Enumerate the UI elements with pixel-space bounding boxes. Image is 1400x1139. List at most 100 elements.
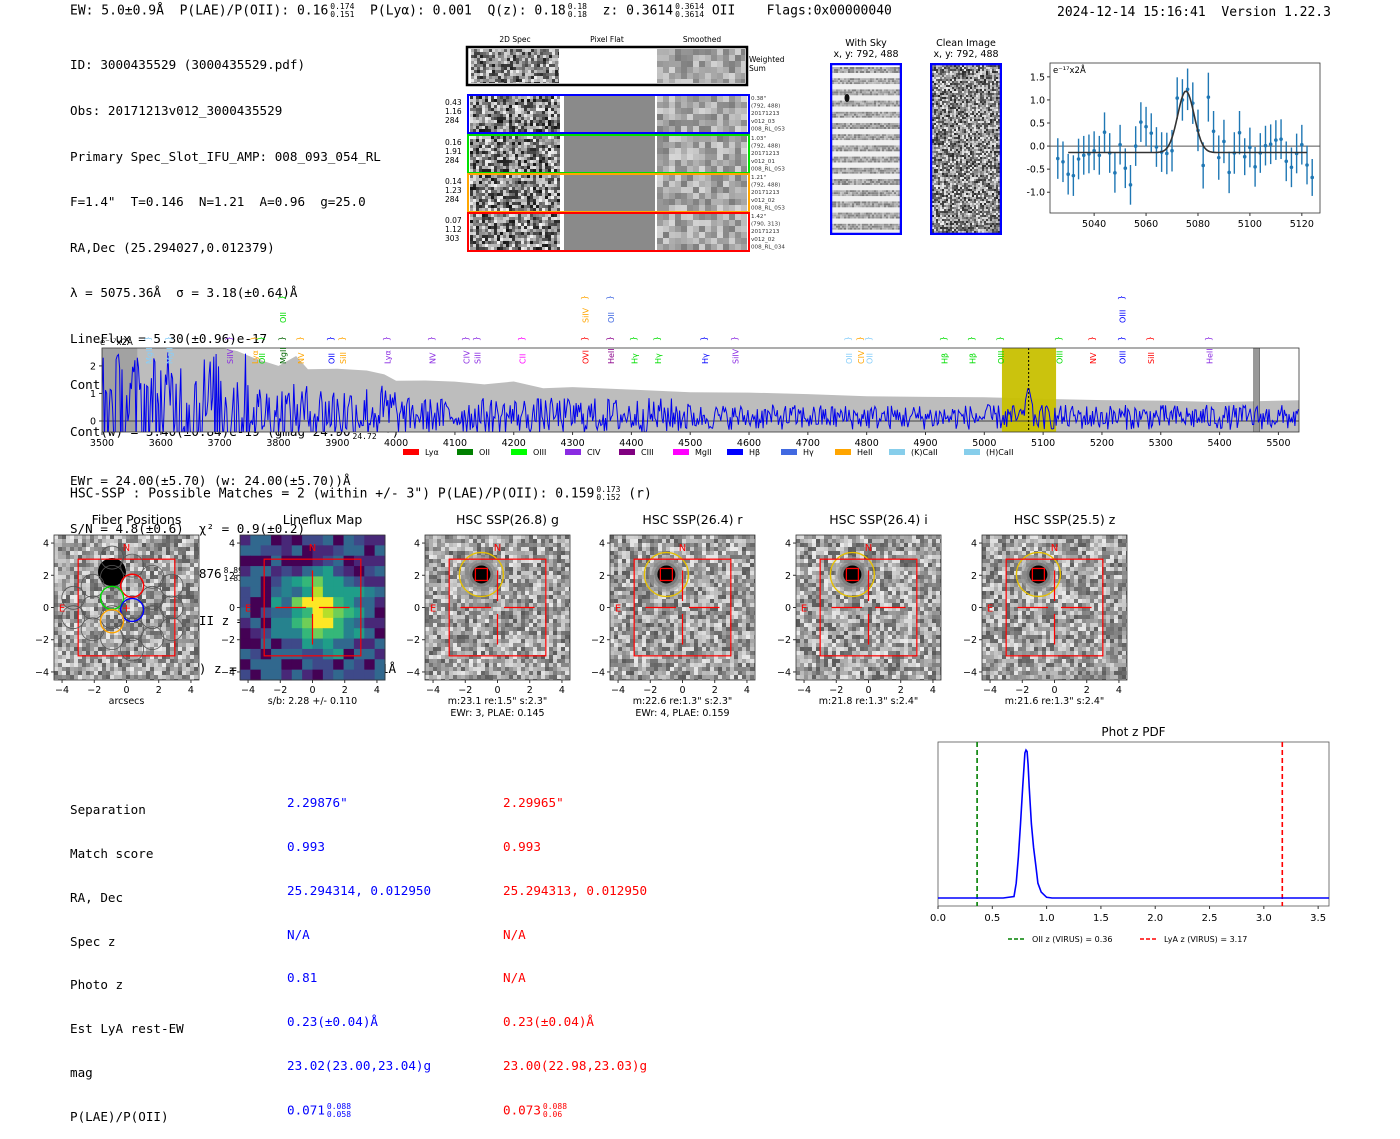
label-photo-z: Photo z bbox=[70, 978, 184, 993]
lineflux-cell bbox=[302, 639, 313, 650]
header-z-lo: 0.3614 bbox=[675, 11, 704, 19]
lineflux-cell bbox=[302, 649, 313, 660]
label-ra-dec: RA, Dec bbox=[70, 891, 184, 906]
label-mag: mag bbox=[70, 1066, 184, 1081]
x-tick-label: 0 bbox=[865, 685, 871, 696]
y-tick-label: 0.0 bbox=[1030, 142, 1045, 153]
lineflux-cell bbox=[344, 628, 355, 639]
row-fiber-info: v012_02 bbox=[751, 237, 775, 243]
x-tick-label: 2.5 bbox=[1202, 913, 1218, 924]
lineflux-cell bbox=[250, 670, 261, 681]
lineflux-cell bbox=[323, 649, 334, 660]
panel-title: HSC SSP(26.4) r bbox=[590, 512, 795, 527]
lineflux-cell bbox=[250, 659, 261, 670]
row-fiber-stat: 303 bbox=[445, 234, 460, 243]
sky-fiber-row bbox=[832, 213, 900, 219]
lineflux-cell bbox=[292, 556, 303, 567]
lineflux-cell bbox=[271, 587, 282, 598]
data-point bbox=[1284, 160, 1288, 164]
y-tick-label: 2 bbox=[229, 571, 235, 582]
emission-line-label: HeII{ bbox=[1205, 336, 1215, 364]
lineflux-cell bbox=[281, 639, 292, 650]
lineflux-cell bbox=[323, 576, 334, 587]
lineflux-cell bbox=[302, 670, 313, 681]
lineflux-cell bbox=[333, 535, 344, 546]
lineflux-cell bbox=[250, 535, 261, 546]
lineflux-cell bbox=[354, 618, 365, 629]
line-label-bracket: { bbox=[338, 336, 347, 341]
unit-label: e⁻¹⁷x2Å bbox=[1053, 64, 1086, 76]
data-point bbox=[1253, 165, 1257, 169]
sky-fiber-row bbox=[832, 179, 900, 185]
line-label-text: MgII bbox=[166, 347, 175, 364]
line-label-text: Hγ bbox=[630, 353, 639, 364]
line-label-text: OII bbox=[258, 353, 267, 364]
data-point bbox=[1310, 176, 1314, 180]
lineflux-cell bbox=[250, 618, 261, 629]
label-spec-z: Spec z bbox=[70, 935, 184, 950]
emission-line-label: Hβ{ bbox=[968, 336, 978, 364]
sky-fiber-row bbox=[832, 112, 900, 118]
lineflux-cell bbox=[281, 566, 292, 577]
lineflux-cell bbox=[261, 608, 272, 619]
y-tick-label: −4 bbox=[591, 667, 605, 678]
lineflux-cell bbox=[333, 659, 344, 670]
sky-fiber-row bbox=[832, 157, 900, 163]
line-label-text: SiII bbox=[1147, 352, 1156, 364]
lineflux-cell bbox=[323, 618, 334, 629]
plot-frame bbox=[938, 742, 1329, 906]
line-label-text: CII bbox=[519, 354, 528, 364]
x-tick-label: −4 bbox=[797, 685, 811, 696]
lineflux-cell bbox=[313, 556, 324, 567]
y-tick-label: 2 bbox=[599, 571, 605, 582]
lineflux-cell bbox=[250, 608, 261, 619]
weighted-sum-label-2: Sum bbox=[749, 64, 766, 73]
lineflux-cell bbox=[302, 659, 313, 670]
lineflux-cell bbox=[344, 566, 355, 577]
lineflux-cell bbox=[375, 639, 386, 650]
line-label-text: NV bbox=[429, 352, 438, 364]
lineflux-cell bbox=[375, 556, 386, 567]
data-point bbox=[1175, 96, 1179, 100]
data-point bbox=[1082, 154, 1086, 158]
clean-image-title: Clean Image x, y: 792, 488 bbox=[926, 38, 1006, 60]
compass-east: E bbox=[615, 604, 621, 615]
row-fiber-stat: 1.16 bbox=[445, 107, 462, 116]
emission-line-label: SiII{ bbox=[338, 336, 348, 364]
legend-swatch bbox=[889, 449, 905, 455]
data-point bbox=[1290, 166, 1294, 170]
lineflux-cell bbox=[354, 639, 365, 650]
x-tick-label: 0 bbox=[123, 685, 129, 696]
lineflux-cell bbox=[375, 535, 386, 546]
lineflux-cell bbox=[354, 587, 365, 598]
lineflux-cell bbox=[313, 608, 324, 619]
y-tick-label: 2 bbox=[414, 571, 420, 582]
panel-title: HSC SSP(26.4) i bbox=[776, 512, 981, 527]
legend-swatch bbox=[511, 449, 527, 455]
x-tick-label: 5400 bbox=[1207, 438, 1231, 449]
lineflux-cell bbox=[302, 556, 313, 567]
lineflux-cell bbox=[364, 659, 375, 670]
data-point bbox=[1212, 130, 1216, 134]
lineflux-cell bbox=[323, 587, 334, 598]
y-tick-label: −4 bbox=[221, 667, 235, 678]
legend-swatch bbox=[565, 449, 581, 455]
sky-fiber-row bbox=[832, 67, 900, 73]
emission-line-label: NV{ bbox=[428, 336, 438, 364]
row-fiber-stat: 0.43 bbox=[445, 98, 462, 107]
lineflux-cell bbox=[281, 649, 292, 660]
line-label-bracket: { bbox=[257, 336, 266, 341]
data-point bbox=[1098, 154, 1102, 158]
line-label-text: OII bbox=[845, 353, 854, 364]
lineflux-cell bbox=[240, 576, 251, 587]
panel-caption: m:21.6 re:1.3" s:2.4" bbox=[1005, 696, 1105, 707]
sky-gap bbox=[832, 151, 900, 156]
x-tick-label: −2 bbox=[87, 685, 101, 696]
lineflux-cell bbox=[261, 649, 272, 660]
line-label-bracket: { bbox=[278, 295, 287, 300]
lineflux-cell bbox=[292, 597, 303, 608]
sky-gap bbox=[832, 84, 900, 89]
legend-swatch bbox=[403, 449, 419, 455]
